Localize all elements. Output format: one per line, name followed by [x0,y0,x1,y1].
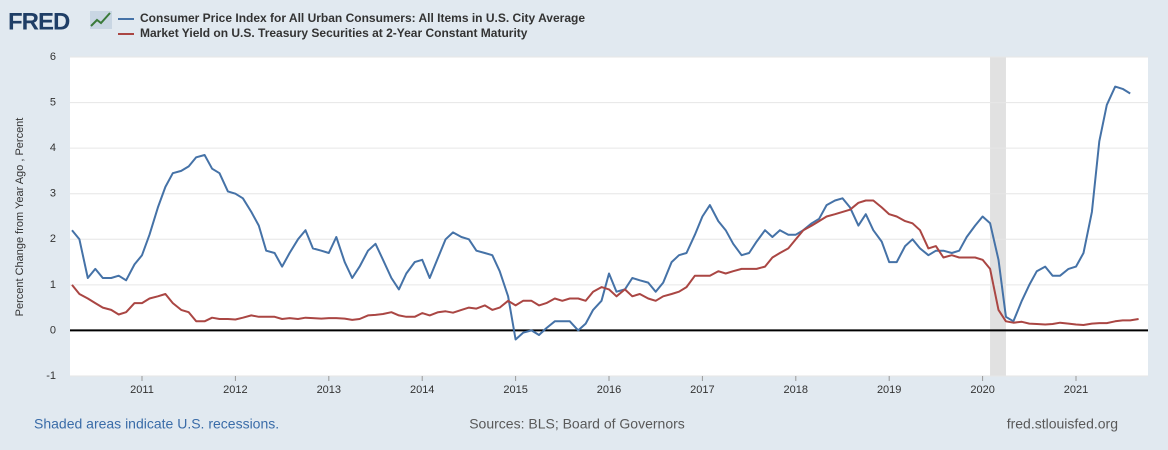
legend-label: Market Yield on U.S. Treasury Securities… [140,26,528,40]
y-tick-label: -1 [46,370,56,382]
legend: Consumer Price Index for All Urban Consu… [118,11,585,40]
y-axis-label: Percent Change from Year Ago , Percent [14,118,26,317]
x-tick-label: 2013 [317,384,341,396]
y-tick-label: 4 [50,142,56,154]
x-tick-label: 2017 [690,384,714,396]
logo-icon [90,11,112,29]
recession-band [990,57,1006,376]
series-line [71,199,1139,326]
logo-icon-line [90,12,111,27]
recession-layer [990,57,1006,376]
y-tick-label: 3 [50,188,56,200]
y-tick-label: 0 [50,324,56,336]
x-tick-label: 2016 [597,384,621,396]
label-layer: -1 0 1 2 3 4 5 6 2011 2012 2013 2014 2015 2016 2017 201… [46,51,1088,396]
x-tick-label: 2012 [223,384,247,396]
line-layer [71,85,1139,341]
footer-sources: Sources: BLS; Board of Governors [469,416,685,432]
series-line [71,85,1131,341]
x-tick-label: 2015 [503,384,527,396]
grid-layer [70,56,1148,377]
x-tick-label: 2014 [410,384,434,396]
plot-area [70,57,1148,376]
y-tick-label: 1 [50,279,56,291]
x-tick-label: 2018 [784,384,808,396]
x-tick-label: 2011 [130,384,154,396]
x-tick-label: 2019 [877,384,901,396]
x-tick-label: 2020 [970,384,994,396]
y-tick-label: 2 [50,233,56,245]
y-tick-label: 5 [50,96,56,108]
footer-note[interactable]: Shaded areas indicate U.S. recessions. [34,416,279,432]
y-tick-label: 6 [50,51,56,63]
x-tick-label: 2021 [1064,384,1088,396]
logo[interactable]: FRED [8,8,71,35]
footer-url[interactable]: fred.stlouisfed.org [1007,416,1118,432]
legend-label: Consumer Price Index for All Urban Consu… [140,11,585,25]
